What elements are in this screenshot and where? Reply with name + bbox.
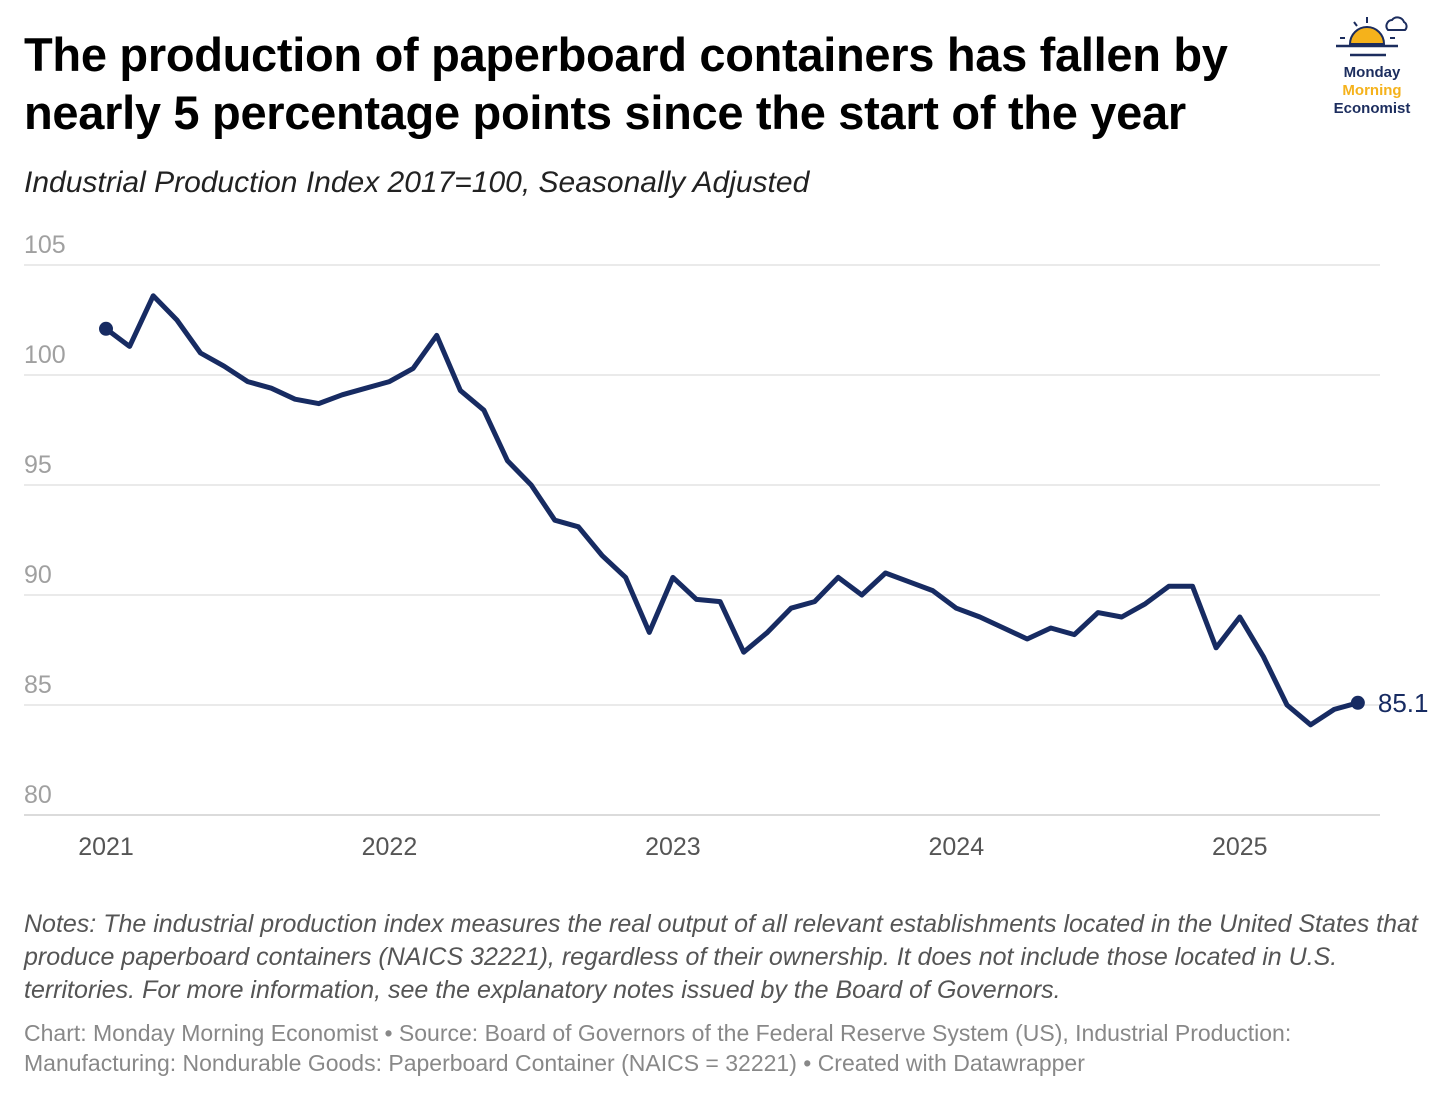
chart-notes: Notes: The industrial production index m… xyxy=(24,910,1418,1004)
chart-title: The production of paperboard containers … xyxy=(24,28,1228,139)
x-tick-label: 2022 xyxy=(362,833,418,861)
start-point-marker xyxy=(99,321,113,336)
y-tick-label: 80 xyxy=(24,781,52,809)
x-tick-label: 2023 xyxy=(645,833,701,861)
logo-text-economist: Economist xyxy=(1333,100,1411,117)
y-tick-label: 90 xyxy=(24,561,52,589)
end-value-label: 85.1 xyxy=(1378,688,1429,718)
line-chart: 80 85 90 95 100 105 2021 2022 2023 2024 2025 85.1 xyxy=(24,231,1429,861)
end-point-marker xyxy=(1350,695,1365,710)
y-tick-label: 105 xyxy=(24,231,66,259)
logo-text-morning: Morning xyxy=(1342,82,1402,99)
series-line xyxy=(103,293,1361,728)
monday-morning-economist-logo: Monday Morning Economist xyxy=(1326,14,1418,124)
x-tick-label: 2021 xyxy=(78,833,134,861)
logo-text-monday: Monday xyxy=(1343,64,1401,81)
y-tick-label: 85 xyxy=(24,671,52,699)
chart-source: Chart: Monday Morning Economist • Source… xyxy=(24,1020,1292,1076)
x-tick-label: 2024 xyxy=(929,833,985,861)
y-tick-label: 100 xyxy=(24,341,66,369)
chart-subtitle: Industrial Production Index 2017=100, Se… xyxy=(24,166,810,199)
x-tick-label: 2025 xyxy=(1212,833,1268,861)
sunrise-icon xyxy=(1336,16,1408,57)
y-tick-label: 95 xyxy=(24,451,52,479)
